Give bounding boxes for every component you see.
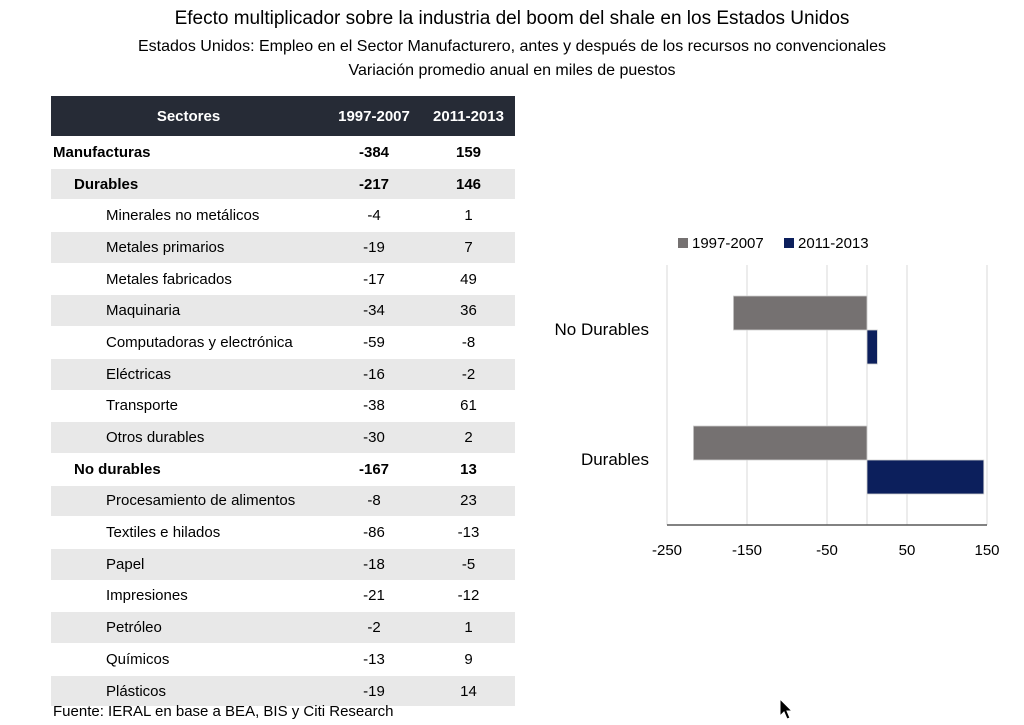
bar-2011-2013: [866, 459, 985, 495]
table-row: No durables -167 13: [51, 452, 515, 486]
x-tick-label: 50: [899, 542, 916, 559]
value-2011-2013: 36: [422, 294, 515, 327]
sector-name: Químicos: [51, 643, 326, 676]
category-label: Durables: [581, 450, 649, 469]
sector-name: Computadoras y electrónica: [51, 326, 326, 359]
value-1997-2007: -38: [326, 389, 422, 422]
bar-1997-2007: [732, 295, 868, 331]
table-row: Procesamiento de alimentos -8 23: [51, 484, 515, 517]
source-note: Fuente: IERAL en base a BEA, BIS y Citi …: [53, 703, 394, 720]
value-2011-2013: 1: [422, 611, 515, 644]
value-1997-2007: -13: [326, 643, 422, 676]
chart-subtitle: Estados Unidos: Empleo en el Sector Manu…: [138, 38, 886, 55]
value-2011-2013: 2: [422, 421, 515, 454]
value-2011-2013: -2: [422, 357, 515, 390]
legend-swatch-2011-2013: [784, 238, 794, 248]
value-1997-2007: -16: [326, 357, 422, 390]
sector-name: Metales fabricados: [51, 262, 326, 295]
value-1997-2007: -59: [326, 326, 422, 359]
legend-swatch-1997-2007: [678, 238, 688, 248]
value-1997-2007: -34: [326, 294, 422, 327]
category-label: No Durables: [555, 320, 650, 339]
unit-note: Variación promedio anual en miles de pue…: [348, 62, 676, 79]
sector-name: Plásticos: [51, 674, 326, 707]
table-row: Textiles e hilados -86 -13: [51, 516, 515, 549]
table-row: Eléctricas -16 -2: [51, 357, 515, 390]
value-2011-2013: 49: [422, 262, 515, 295]
sector-name: Durables: [51, 167, 326, 200]
value-1997-2007: -4: [326, 199, 422, 232]
sector-name: Minerales no metálicos: [51, 199, 326, 232]
mouse-cursor-icon: [779, 698, 794, 720]
value-1997-2007: -19: [326, 674, 422, 707]
column-header-2011-2013: 2011-2013: [422, 96, 515, 137]
x-tick-label: -250: [652, 542, 682, 559]
legend-label: 2011-2013: [798, 235, 869, 252]
value-1997-2007: -17: [326, 262, 422, 295]
sector-name: Impresiones: [51, 579, 326, 612]
table-row: Maquinaria -34 36: [51, 294, 515, 327]
legend-label: 1997-2007: [692, 235, 764, 252]
value-2011-2013: 61: [422, 389, 515, 422]
column-header-1997-2007: 1997-2007: [326, 96, 422, 137]
bar-1997-2007: [692, 425, 868, 461]
sector-name: Procesamiento de alimentos: [51, 484, 326, 517]
sector-name: Petróleo: [51, 611, 326, 644]
value-1997-2007: -86: [326, 516, 422, 549]
table-row: Impresiones -21 -12: [51, 579, 515, 612]
value-2011-2013: -8: [422, 326, 515, 359]
sector-name: Manufacturas: [51, 136, 326, 169]
value-2011-2013: 146: [422, 167, 515, 200]
bar-chart: -250 -150 -50 50 150 No Durables Durables 1997-…: [555, 235, 1000, 559]
table-header-row: Sectores 1997-2007 2011-2013: [51, 96, 515, 137]
value-2011-2013: 9: [422, 643, 515, 676]
value-1997-2007: -2: [326, 611, 422, 644]
bar-2011-2013: [866, 329, 878, 365]
value-2011-2013: -12: [422, 579, 515, 612]
value-1997-2007: -21: [326, 579, 422, 612]
value-2011-2013: -13: [422, 516, 515, 549]
value-2011-2013: 23: [422, 484, 515, 517]
value-2011-2013: 1: [422, 199, 515, 232]
x-tick-label: -50: [816, 542, 838, 559]
table-row: Transporte -38 61: [51, 389, 515, 422]
value-2011-2013: 14: [422, 674, 515, 707]
sector-name: Otros durables: [51, 421, 326, 454]
value-2011-2013: -5: [422, 547, 515, 581]
value-1997-2007: -18: [326, 547, 422, 581]
x-tick-label: -150: [732, 542, 762, 559]
table-row: Metales primarios -19 7: [51, 231, 515, 264]
chart-title: Efecto multiplicador sobre la industria …: [174, 8, 850, 29]
sector-name: Textiles e hilados: [51, 516, 326, 549]
table-row: Manufacturas -384 159: [51, 136, 515, 169]
table-row: Otros durables -30 2: [51, 421, 515, 454]
table-row: Químicos -13 9: [51, 643, 515, 676]
table-row: Durables -217 146: [51, 167, 515, 200]
table-row: Metales fabricados -17 49: [51, 262, 515, 295]
sector-name: Papel: [51, 547, 326, 581]
value-2011-2013: 159: [422, 136, 515, 169]
table-row: Papel -18 -5: [51, 547, 515, 581]
table-row: Computadoras y electrónica -59 -8: [51, 326, 515, 359]
sector-name: Metales primarios: [51, 231, 326, 264]
value-1997-2007: -217: [326, 167, 422, 200]
table-body: Manufacturas -384 159 Durables -217 146 Minera…: [51, 136, 515, 707]
value-2011-2013: 7: [422, 231, 515, 264]
value-1997-2007: -19: [326, 231, 422, 264]
value-1997-2007: -384: [326, 136, 422, 169]
x-tick-label: 150: [974, 542, 999, 559]
value-1997-2007: -30: [326, 421, 422, 454]
value-2011-2013: 13: [422, 452, 515, 486]
sector-table: Sectores 1997-2007 2011-2013 Manufactura…: [51, 96, 515, 707]
column-header-sectores: Sectores: [51, 96, 326, 137]
table-row: Petróleo -2 1: [51, 611, 515, 644]
sector-name: No durables: [51, 452, 326, 486]
table-row: Minerales no metálicos -4 1: [51, 199, 515, 232]
value-1997-2007: -8: [326, 484, 422, 517]
sector-name: Eléctricas: [51, 357, 326, 390]
sector-name: Transporte: [51, 389, 326, 422]
sector-name: Maquinaria: [51, 294, 326, 327]
table-row: Plásticos -19 14: [51, 674, 515, 707]
value-1997-2007: -167: [326, 452, 422, 486]
